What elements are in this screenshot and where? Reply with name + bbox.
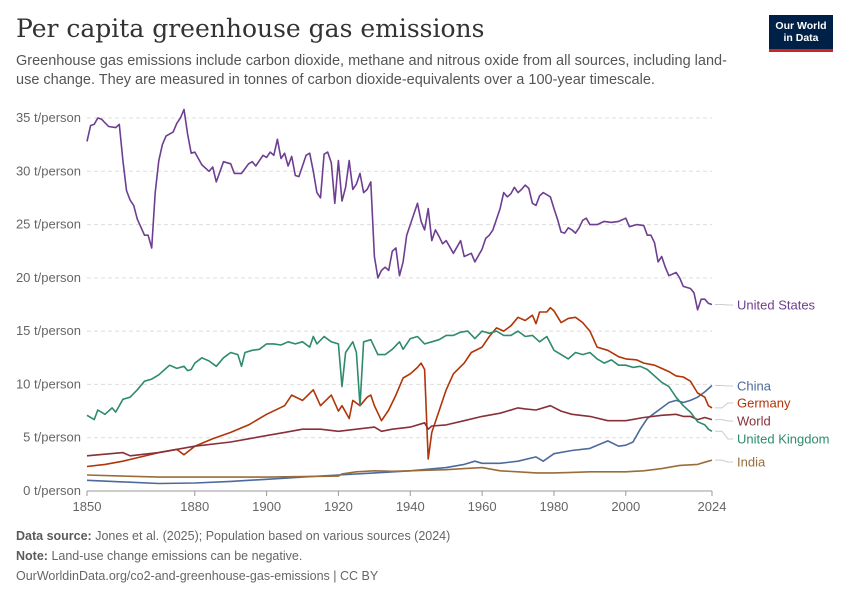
- y-tick-label: 30 t/person: [16, 163, 81, 178]
- footer-url[interactable]: OurWorldinData.org/co2-and-greenhouse-ga…: [16, 569, 379, 583]
- series-end-label: United Kingdom: [737, 432, 830, 447]
- x-tick-label: 1900: [252, 499, 281, 514]
- chart-subtitle: Greenhouse gas emissions include carbon …: [16, 53, 727, 88]
- x-tick-label: 2000: [611, 499, 640, 514]
- series-end-label: India: [737, 455, 766, 470]
- x-tick-label: 1940: [396, 499, 425, 514]
- note-text: Land-use change emissions can be negativ…: [51, 549, 303, 563]
- x-tick-label: 2024: [698, 499, 727, 514]
- note-label: Note:: [16, 549, 48, 563]
- owid-logo[interactable]: Our World in Data: [769, 15, 833, 52]
- y-tick-label: 5 t/person: [23, 430, 81, 445]
- legend-connector: [715, 419, 733, 422]
- legend-connector: [715, 385, 733, 387]
- series-end-label: World: [737, 414, 771, 429]
- footer-note: Note: Land-use change emissions can be n…: [16, 549, 302, 563]
- y-tick-label: 25 t/person: [16, 217, 81, 232]
- x-tick-label: 1920: [324, 499, 353, 514]
- series-line: [86, 108, 713, 311]
- series-line: [86, 306, 713, 468]
- legend-connector: [715, 430, 733, 440]
- x-tick-label: 1850: [73, 499, 102, 514]
- series-end-label: Germany: [737, 396, 791, 411]
- y-tick-label: 10 t/person: [16, 376, 81, 391]
- footer-source: Data source: Jones et al. (2025); Popula…: [16, 529, 450, 543]
- y-tick-label: 20 t/person: [16, 270, 81, 285]
- series-line: [86, 404, 713, 457]
- chart-title: Per capita greenhouse gas emissions: [16, 14, 485, 43]
- source-label: Data source:: [16, 529, 92, 543]
- y-tick-label: 0 t/person: [23, 483, 81, 498]
- series-line: [86, 330, 713, 432]
- series-end-label: United States: [737, 298, 816, 313]
- legend-connector: [715, 459, 733, 463]
- legend-connector: [715, 402, 733, 409]
- y-tick-label: 15 t/person: [16, 323, 81, 338]
- logo-line-2: in Data: [783, 32, 819, 44]
- series-line: [86, 459, 713, 478]
- series-end-label: China: [737, 379, 772, 394]
- x-tick-label: 1880: [180, 499, 209, 514]
- x-tick-label: 1960: [468, 499, 497, 514]
- legend-connector: [715, 304, 733, 306]
- logo-line-1: Our World: [775, 20, 827, 32]
- x-tick-label: 1980: [539, 499, 568, 514]
- y-tick-label: 35 t/person: [16, 110, 81, 125]
- source-text: Jones et al. (2025); Population based on…: [95, 529, 451, 543]
- series-line: [86, 384, 713, 485]
